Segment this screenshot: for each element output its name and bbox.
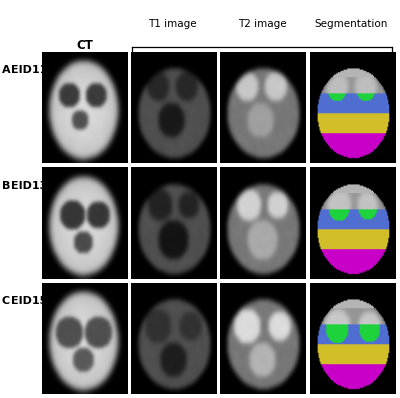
Text: T1 image: T1 image <box>148 20 197 29</box>
Text: A: A <box>2 65 10 75</box>
Text: CT: CT <box>76 39 93 52</box>
Text: EID13: EID13 <box>11 181 48 191</box>
Text: EID11: EID11 <box>11 65 48 75</box>
Text: T2 image: T2 image <box>238 20 286 29</box>
Text: C: C <box>2 296 10 306</box>
Text: Segmentation: Segmentation <box>314 20 388 29</box>
Text: B: B <box>2 181 10 191</box>
Text: EID15: EID15 <box>11 296 48 306</box>
